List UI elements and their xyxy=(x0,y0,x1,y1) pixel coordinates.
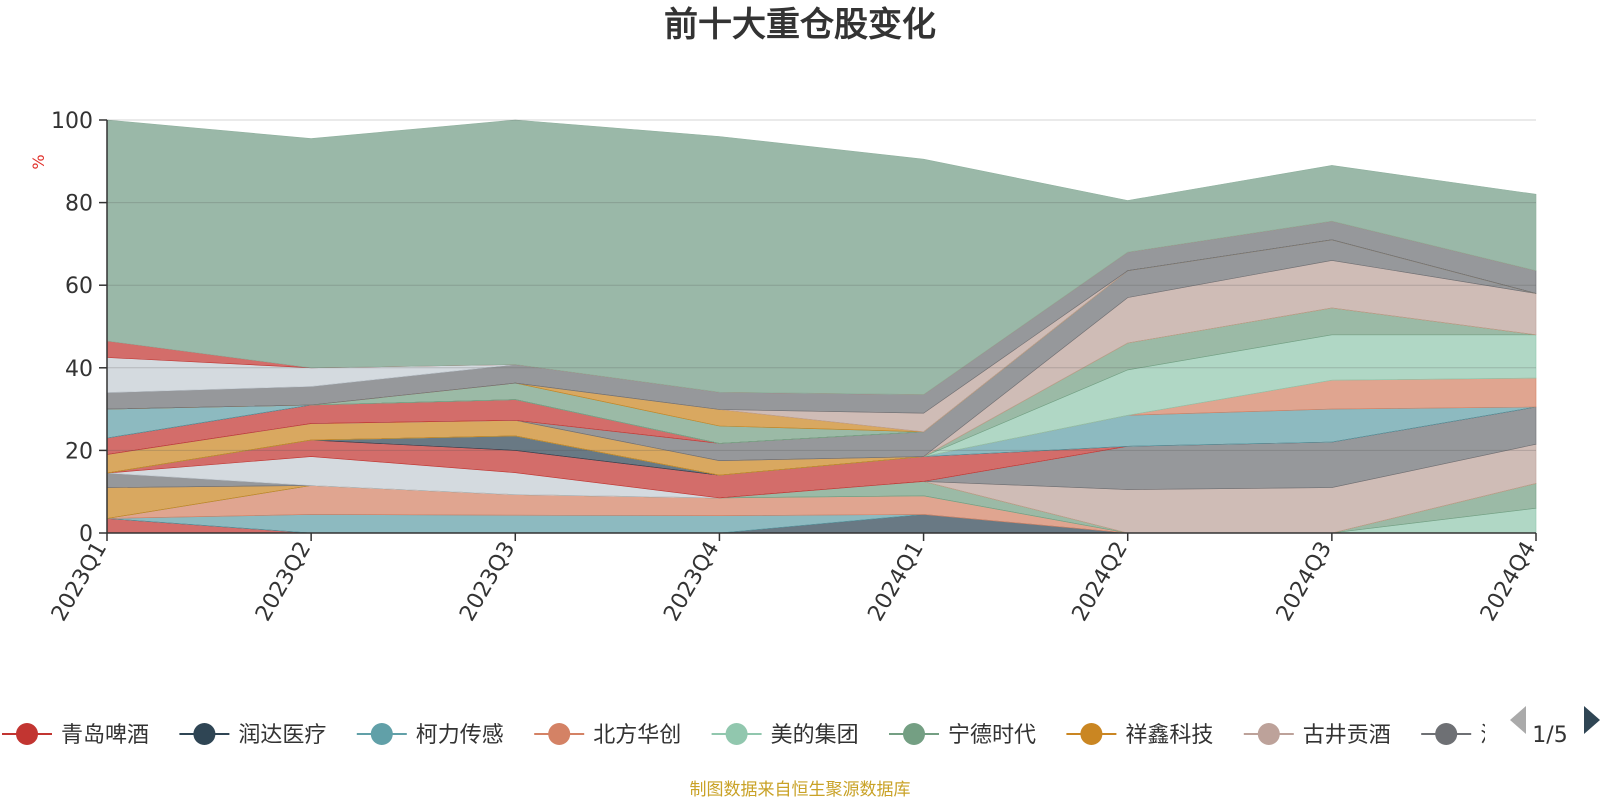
source-note: 制图数据来自恒生聚源数据库 xyxy=(690,780,911,800)
legend-item-美的集团[interactable]: 美的集团 xyxy=(711,723,859,748)
legend-marker-icon xyxy=(1435,723,1458,745)
y-tick-label: 20 xyxy=(65,439,93,464)
legend-item-润达医疗[interactable]: 润达医疗 xyxy=(179,723,326,748)
legend-item-柯力传感[interactable]: 柯力传感 xyxy=(356,723,504,748)
legend-marker-icon xyxy=(1257,723,1280,745)
legend-label: 柯力传感 xyxy=(416,723,504,748)
legend-item-祥鑫科技[interactable]: 祥鑫科技 xyxy=(1066,723,1213,748)
y-tick-label: 80 xyxy=(65,192,93,217)
legend-marker-icon xyxy=(903,723,925,745)
legend-prev-icon[interactable] xyxy=(1510,706,1526,734)
legend-label: 美的集团 xyxy=(771,723,859,748)
x-tick-label: 2024Q1 xyxy=(863,538,928,626)
x-tick-label: 2023Q3 xyxy=(455,538,520,626)
legend-page-indicator: 1/5 xyxy=(1532,723,1567,748)
legend-marker-icon xyxy=(548,723,571,745)
x-tick-label: 2024Q2 xyxy=(1068,538,1133,626)
x-tick-label: 2023Q4 xyxy=(659,538,724,626)
legend-marker-icon xyxy=(725,723,748,745)
legend-marker-icon xyxy=(193,723,216,745)
legend-item-青岛啤酒[interactable]: 青岛啤酒 xyxy=(2,723,149,748)
x-tick-label: 2023Q1 xyxy=(47,538,112,626)
legend-label: 青岛啤酒 xyxy=(61,723,149,748)
x-tick-label: 2024Q4 xyxy=(1476,538,1541,626)
legend-next-icon[interactable] xyxy=(1584,706,1600,734)
legend-label: 宁德时代 xyxy=(948,723,1036,748)
chart-title: 前十大重仓股变化 xyxy=(664,5,936,45)
y-tick-label: 40 xyxy=(65,357,93,382)
legend-label: 汇 xyxy=(1480,723,1502,748)
legend-label: 古井贡酒 xyxy=(1303,723,1391,748)
y-tick-label: 60 xyxy=(65,274,93,299)
legend-item-汇[interactable]: 汇 xyxy=(1421,723,1502,748)
y-axis-unit: % xyxy=(29,154,48,169)
legend-item-古井贡酒[interactable]: 古井贡酒 xyxy=(1243,723,1391,748)
legend-pager[interactable]: 1/5 xyxy=(1510,706,1600,748)
area-其他[interactable] xyxy=(106,119,1537,395)
legend-marker-icon xyxy=(370,723,393,745)
legend-label: 润达医疗 xyxy=(238,723,326,748)
legend[interactable]: 青岛啤酒 润达医疗 柯力传感 北方华创 美的集团 宁德时代 祥鑫科技 古井贡酒 汇 xyxy=(2,723,1502,748)
area-layers xyxy=(106,119,1537,534)
legend-item-宁德时代[interactable]: 宁德时代 xyxy=(889,723,1036,748)
legend-marker-icon xyxy=(1080,723,1103,745)
x-tick-label: 2023Q2 xyxy=(251,538,316,626)
legend-item-北方华创[interactable]: 北方华创 xyxy=(534,723,681,748)
gridlines xyxy=(107,119,1536,451)
legend-label: 祥鑫科技 xyxy=(1125,723,1213,748)
legend-marker-icon xyxy=(16,723,38,745)
x-tick-label: 2024Q3 xyxy=(1272,538,1337,626)
y-tick-label: 0 xyxy=(79,522,93,547)
legend-label: 北方华创 xyxy=(593,723,681,748)
y-tick-label: 100 xyxy=(51,109,93,134)
